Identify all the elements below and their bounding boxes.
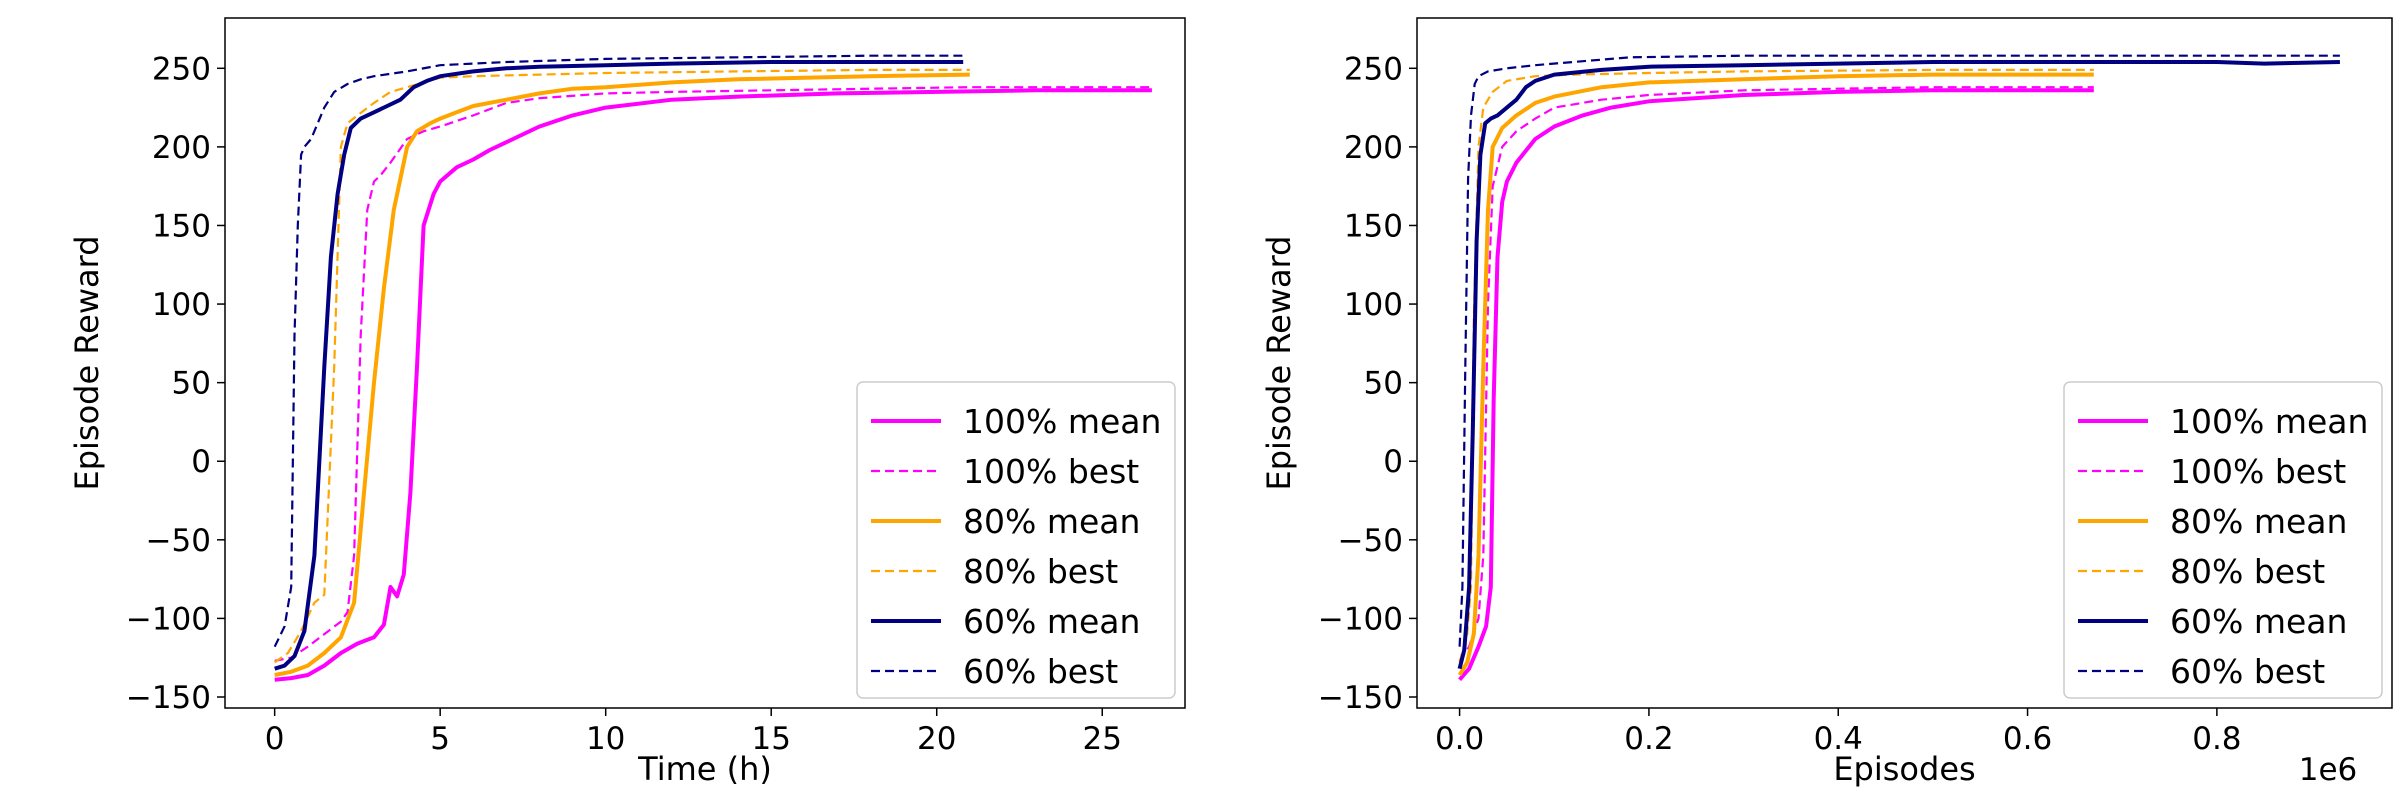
legend-label: 60% mean	[963, 602, 1140, 641]
y-tick-label: −50	[146, 523, 211, 559]
series-line-4	[274, 68, 970, 664]
y-tick-label: −50	[1338, 523, 1403, 559]
y-tick-label: 250	[1344, 51, 1403, 87]
y-axis-label: Episode Reward	[1260, 235, 1298, 490]
legend-label: 80% mean	[963, 502, 1140, 541]
y-tick-label: −150	[1318, 680, 1403, 716]
x-tick-label: 10	[586, 721, 625, 757]
x-tick-label: 0.4	[1814, 721, 1863, 757]
y-tick-label: 150	[1344, 208, 1403, 244]
y-tick-label: −100	[1318, 601, 1403, 637]
legend-label: 100% mean	[2170, 402, 2368, 441]
series-line-6	[273, 54, 964, 648]
legend-label: 100% mean	[963, 402, 1161, 441]
y-tick-label: 250	[152, 51, 211, 87]
chart-panel-1: 0 5 10 15 20 25 −150 −100 −50 0 50 100 150 200 250 Time…	[68, 17, 1186, 788]
legend: 100% mean 100% best 80% mean 80% best 60% me…	[2063, 381, 2383, 699]
y-tick-label: −150	[126, 680, 211, 716]
legend-label: 80% best	[2170, 552, 2325, 591]
y-tick-label: 0	[1383, 444, 1403, 480]
legend-label: 100% best	[2170, 452, 2346, 491]
chart-panel-2: 0.0 0.2 0.4 0.6 0.8 −150 −100 −50 0 50 100 150 200 25…	[1260, 17, 2393, 788]
x-tick-label: 5	[430, 721, 450, 757]
series-line-3	[274, 72, 970, 677]
legend-label: 80% mean	[2170, 502, 2347, 541]
y-tick-label: 200	[1344, 130, 1403, 166]
x-axis-label: Time (h)	[637, 750, 772, 788]
y-axis-label: Episode Reward	[68, 235, 106, 490]
series-line-2	[274, 86, 1152, 662]
series-lines	[1457, 54, 2340, 682]
series-line-4	[1458, 68, 2094, 663]
legend: 100% mean 100% best 80% mean 80% best 60% me…	[856, 381, 1176, 699]
x-tick-label: 0.8	[2192, 721, 2241, 757]
y-tick-label: 150	[152, 208, 211, 244]
plot-frame	[1416, 17, 2393, 709]
series-line-1	[274, 88, 1152, 682]
legend-label: 60% mean	[2170, 602, 2347, 641]
series-line-5	[1457, 60, 2340, 670]
y-tick-label: 50	[172, 366, 211, 402]
x-tick-label: 0.2	[1624, 721, 1673, 757]
y-tick-label: 0	[191, 444, 211, 480]
y-tick-label: −100	[126, 601, 211, 637]
x-tick-label: 25	[1083, 721, 1122, 757]
series-line-1	[1458, 88, 2094, 682]
legend-label: 60% best	[963, 652, 1118, 691]
x-tick-label: 15	[751, 721, 790, 757]
series-line-3	[1457, 72, 2094, 677]
series-line-2	[1458, 86, 2094, 662]
y-tick-label: 100	[1344, 287, 1403, 323]
x-tick-label: 0.6	[2003, 721, 2052, 757]
x-axis-label: Episodes	[1833, 750, 1975, 788]
series-line-5	[274, 60, 964, 671]
y-tick-label: 100	[152, 287, 211, 323]
x-offset-label: 1e6	[2299, 752, 2358, 788]
series-lines	[273, 54, 1152, 682]
legend-label: 80% best	[963, 552, 1118, 591]
x-tick-label: 0.0	[1435, 721, 1484, 757]
y-tick-label: 50	[1364, 366, 1403, 402]
x-tick-label: 20	[917, 721, 956, 757]
x-tick-label: 0	[265, 721, 285, 757]
plot-frame	[224, 17, 1186, 709]
series-line-6	[1458, 54, 2340, 647]
legend-label: 100% best	[963, 452, 1139, 491]
legend-label: 60% best	[2170, 652, 2325, 691]
y-tick-label: 200	[152, 130, 211, 166]
